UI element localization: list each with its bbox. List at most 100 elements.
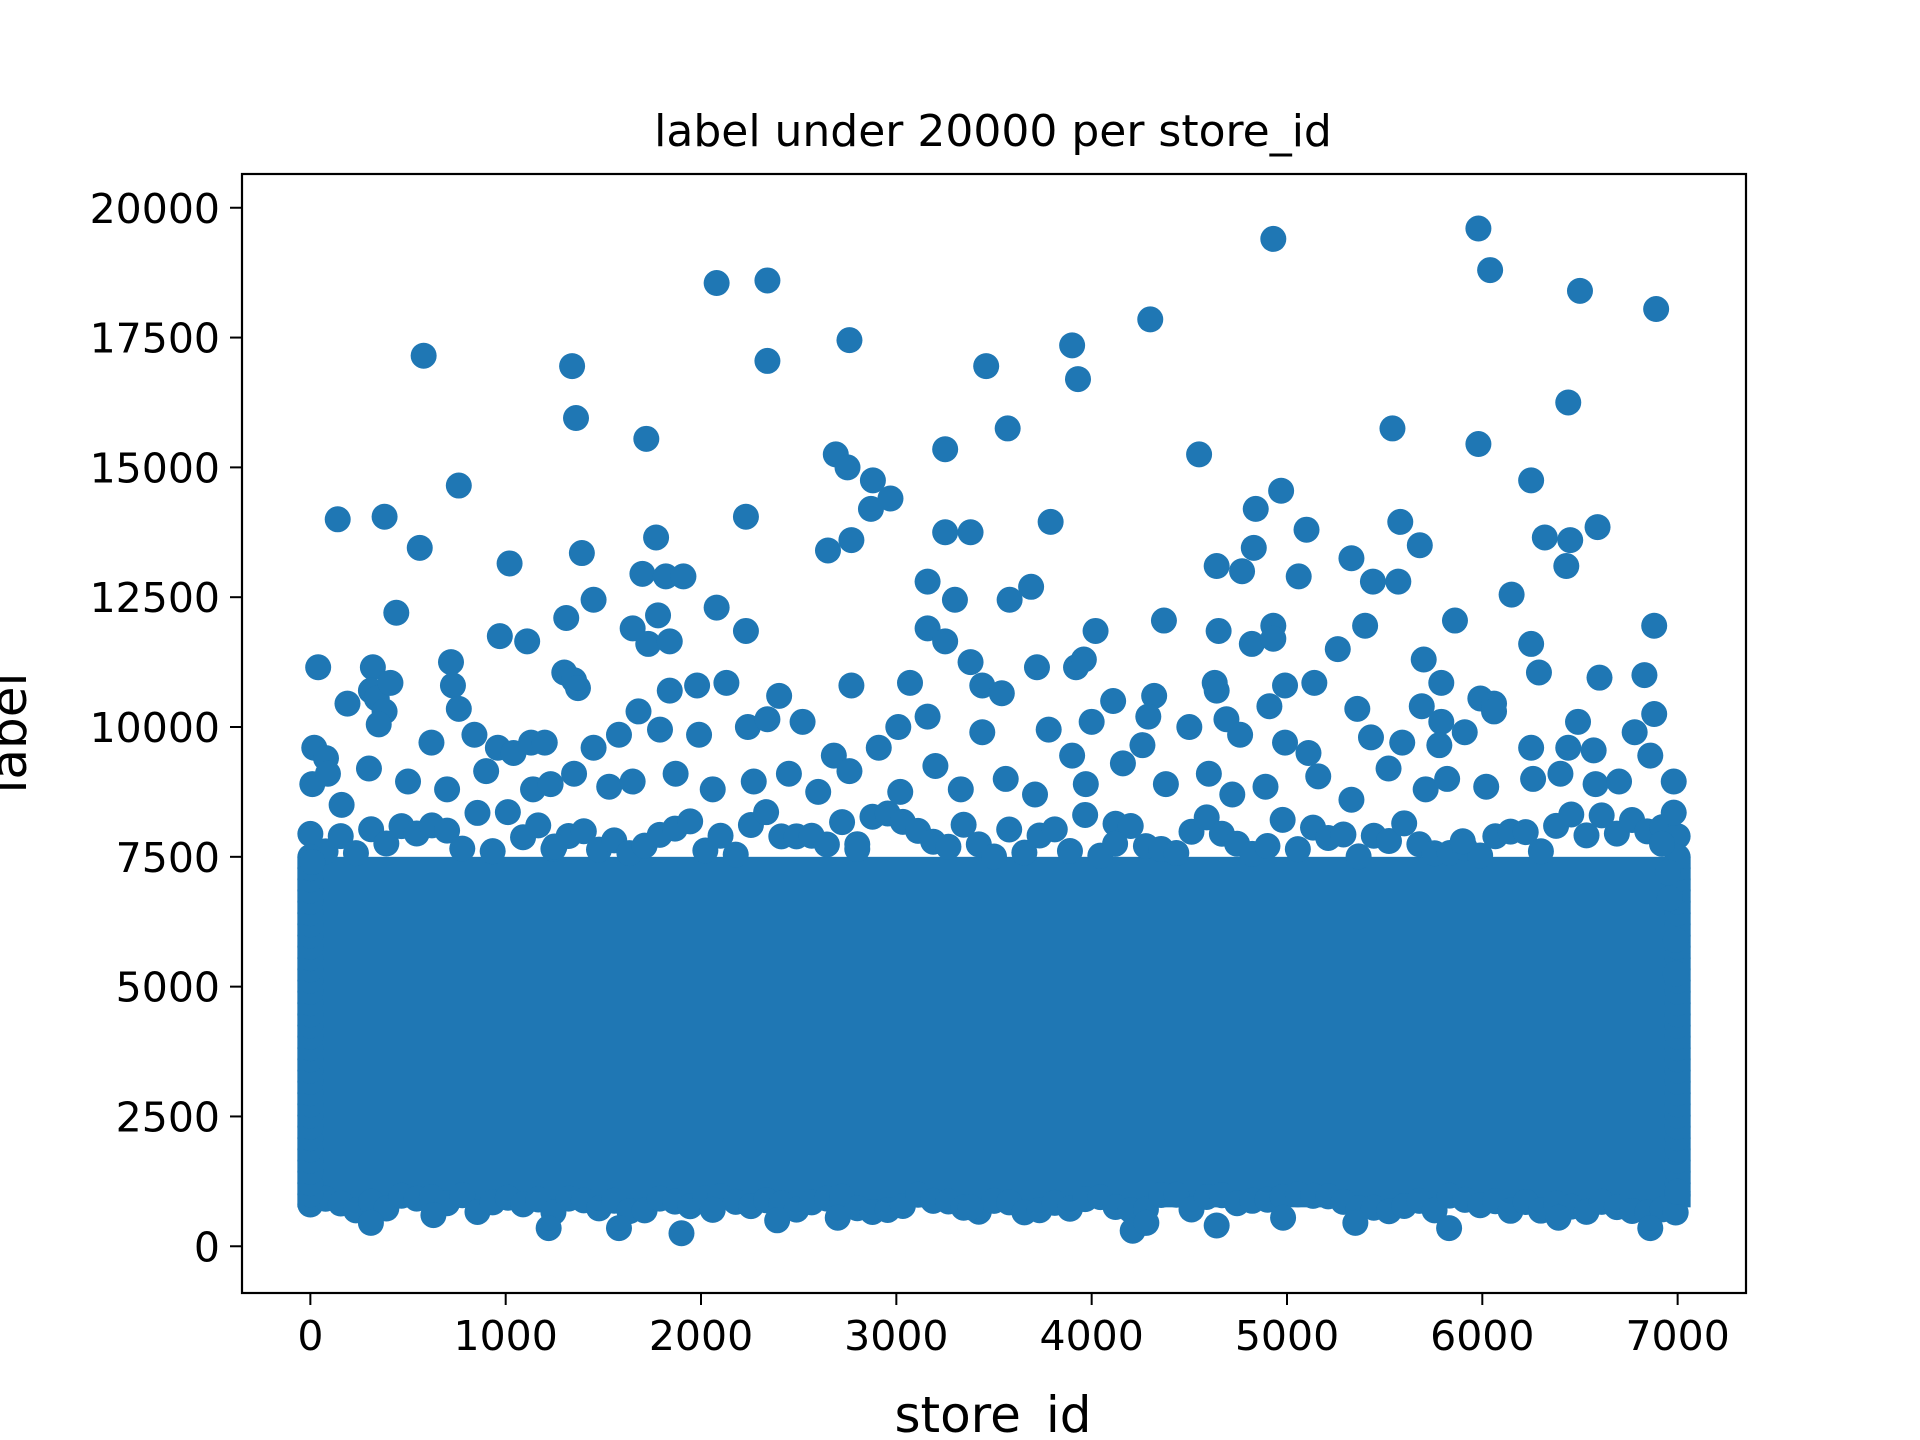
- scatter-point: [359, 654, 386, 681]
- scatter-point: [445, 472, 472, 499]
- scatter-point: [559, 353, 586, 380]
- x-tick-label: 5000: [1235, 1312, 1339, 1360]
- scatter-point: [395, 768, 422, 795]
- scatter-point: [1330, 821, 1357, 848]
- scatter-point: [1375, 828, 1402, 855]
- scatter-point: [686, 721, 713, 748]
- scatter-point: [449, 835, 476, 862]
- scatter-point: [357, 1209, 384, 1236]
- scatter-point: [1272, 672, 1299, 699]
- x-tick-label: 2000: [649, 1312, 753, 1360]
- scatter-point: [1426, 732, 1453, 759]
- scatter-point: [1219, 781, 1246, 808]
- scatter-point: [629, 560, 656, 587]
- scatter-point: [1412, 776, 1439, 803]
- scatter-point: [553, 604, 580, 631]
- scatter-point: [922, 752, 949, 779]
- scatter-point: [324, 506, 351, 533]
- scatter-point: [662, 760, 689, 787]
- scatter-point: [418, 729, 445, 756]
- scatter-point: [859, 467, 886, 494]
- scatter-point: [645, 602, 672, 629]
- scatter-point: [857, 495, 884, 522]
- scatter-point: [1338, 786, 1365, 813]
- scatter-point: [865, 734, 892, 761]
- scatter-point: [328, 791, 355, 818]
- scatter-point: [969, 672, 996, 699]
- scatter-point: [836, 327, 863, 354]
- scatter-point: [699, 776, 726, 803]
- scatter-point: [570, 818, 597, 845]
- scatter-point: [1573, 822, 1600, 849]
- scatter-point: [699, 1196, 726, 1223]
- scatter-point: [625, 698, 652, 725]
- scatter-point: [1035, 716, 1062, 743]
- scatter-point: [1256, 693, 1283, 720]
- scatter-point: [449, 1182, 476, 1209]
- scatter-point: [670, 563, 697, 590]
- scatter-point: [1252, 773, 1279, 800]
- scatter-point: [479, 838, 506, 865]
- y-tick-label: 10000: [90, 704, 220, 752]
- scatter-point: [713, 669, 740, 696]
- scatter-point: [1109, 750, 1136, 777]
- scatter-point: [1305, 763, 1332, 790]
- scatter-point: [1662, 1199, 1689, 1226]
- y-tick-label: 0: [194, 1223, 220, 1271]
- scatter-point: [838, 527, 865, 554]
- scatter-point: [1011, 839, 1038, 866]
- scatter-point: [1135, 703, 1162, 730]
- scatter-point: [305, 654, 332, 681]
- scatter-point: [1238, 630, 1265, 657]
- scatter-point: [1481, 698, 1508, 725]
- scatter-point: [1643, 296, 1670, 323]
- scatter-point: [1606, 768, 1633, 795]
- scatter-point: [996, 816, 1023, 843]
- x-tick-label: 6000: [1430, 1312, 1534, 1360]
- x-tick-label: 7000: [1625, 1312, 1729, 1360]
- scatter-point: [1465, 431, 1492, 458]
- scatter-point: [580, 586, 607, 613]
- scatter-point: [1186, 441, 1213, 468]
- scatter-point: [371, 503, 398, 530]
- scatter-point: [973, 353, 1000, 380]
- scatter-point: [1428, 708, 1455, 735]
- scatter-point: [947, 776, 974, 803]
- scatter-point: [844, 836, 871, 863]
- scatter-point: [1566, 277, 1593, 304]
- scatter-point: [885, 714, 912, 741]
- scatter-point: [766, 682, 793, 709]
- scatter-point: [314, 760, 341, 787]
- scatter-point: [365, 711, 392, 738]
- scatter-point: [473, 758, 500, 785]
- scatter-point: [981, 843, 1007, 870]
- scatter-point: [1387, 508, 1414, 535]
- scatter-point: [1082, 617, 1109, 644]
- scatter-point: [1391, 810, 1418, 837]
- scatter-point: [932, 436, 959, 463]
- scatter-point: [1338, 545, 1365, 572]
- scatter-point: [563, 405, 590, 432]
- scatter-point: [1150, 607, 1177, 634]
- y-tick-label: 20000: [90, 185, 220, 233]
- scatter-point: [740, 768, 767, 795]
- scatter-point: [1242, 495, 1269, 522]
- scatter-point: [1285, 563, 1312, 590]
- scatter-point: [754, 347, 781, 374]
- scatter-point: [684, 672, 711, 699]
- scatter-point: [1637, 1215, 1664, 1242]
- scatter-point: [327, 823, 354, 850]
- scatter-point: [1301, 669, 1328, 696]
- scatter-point: [838, 672, 865, 699]
- scatter-point: [950, 811, 977, 838]
- scatter-point: [1022, 781, 1049, 808]
- scatter-point: [1205, 617, 1232, 644]
- scatter-point: [410, 342, 437, 369]
- x-axis-label: store_id: [894, 1386, 1091, 1440]
- scatter-point: [1518, 734, 1545, 761]
- scatter-point: [722, 841, 749, 868]
- scatter-point: [1270, 1204, 1297, 1231]
- scatter-point: [1102, 830, 1129, 857]
- scatter-point: [1137, 306, 1164, 333]
- scatter-point: [1557, 527, 1584, 554]
